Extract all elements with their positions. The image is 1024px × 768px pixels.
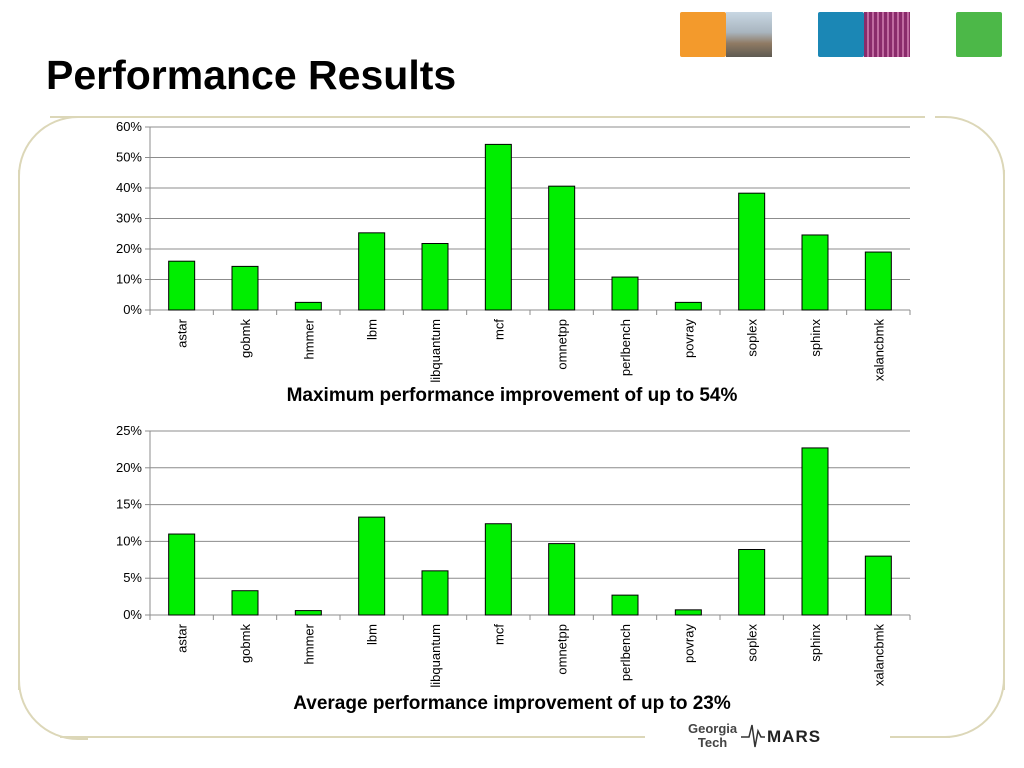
bar-perlbench [611,276,639,311]
bar-libquantum [421,243,449,311]
bar-xalancbmk [864,555,892,616]
y-tick-label: 25% [116,423,142,438]
y-tick-label: 20% [116,241,142,256]
circuit-photo-icon [864,12,910,57]
bar-hmmer [294,301,322,311]
frame-right-line [1003,170,1005,690]
x-tick-label-lbm: lbm [365,624,380,645]
green-square-icon [956,12,1002,57]
bar-libquantum [421,570,449,616]
x-tick-label-mcf: mcf [491,624,506,645]
orange-square-icon [680,12,726,57]
bar-omnetpp [548,543,576,616]
max-improvement-bar-chart: 0% 10% 20% 30% 40% 50% 60% astar gobmk hmmer lbm li… [116,119,911,383]
bar-astar [168,260,196,311]
x-tick-label-omnetpp: omnetpp [555,624,570,675]
x-tick-label-perlbench: perlbench [618,624,633,681]
x-tick-label-libquantum: libquantum [428,319,443,383]
bar-mcf [484,523,512,616]
y-tick-label: 20% [116,460,142,475]
x-tick-label-xalancbmk: xalancbmk [871,624,886,687]
y-tick-label: 5% [123,570,142,585]
x-tick-label-gobmk: gobmk [238,319,253,359]
y-tick-label: 0% [123,607,142,622]
bar-hmmer [294,610,322,616]
bar-xalancbmk [864,251,892,311]
bar-lbm [358,232,386,311]
logo-text-tech: Tech [697,735,728,750]
logo-text-georgia: Georgia [688,721,738,736]
frame-top-right-corner [935,116,1005,186]
bar-omnetpp [548,185,576,311]
x-tick-label-soplex: soplex [745,624,760,662]
bar-gobmk [231,590,259,616]
frame-bottom-line [60,736,645,738]
x-tick-label-perlbench: perlbench [618,319,633,376]
y-tick-label: 0% [123,302,142,317]
x-tick-label-sphinx: sphinx [808,624,823,662]
georgia-tech-mars-logo: Georgia Tech MARS [688,722,831,750]
mars-logo-icon: MARS [741,724,821,748]
frame-top-line [50,116,925,118]
y-tick-label: 50% [116,150,142,165]
y-tick-label: 30% [116,211,142,226]
x-tick-label-lbm: lbm [365,319,380,340]
bar-sphinx [801,234,829,311]
y-tick-label: 10% [116,272,142,287]
campus-photo-icon [726,12,772,57]
y-tick-label: 15% [116,497,142,512]
slide-title: Performance Results [46,52,457,98]
y-tick-label: 40% [116,180,142,195]
caption-avg-improvement: Average performance improvement of up to… [293,693,731,714]
x-tick-label-mcf: mcf [491,319,506,340]
y-tick-label: 60% [116,119,142,134]
x-tick-label-libquantum: libquantum [428,624,443,688]
x-tick-label-hmmer: hmmer [301,623,316,664]
x-tick-label-hmmer: hmmer [301,318,316,359]
frame-left-line [18,170,20,690]
caption-max-improvement: Maximum performance improvement of up to… [286,385,738,406]
x-tick-label-omnetpp: omnetpp [555,319,570,370]
blue-square-icon [818,12,864,57]
x-tick-label-astar: astar [175,318,190,348]
bar-astar [168,533,196,616]
bar-lbm [358,516,386,616]
x-tick-label-gobmk: gobmk [238,624,253,664]
x-tick-label-povray: povray [681,319,696,359]
x-tick-label-sphinx: sphinx [808,319,823,357]
bar-soplex [738,548,766,616]
frame-top-left-corner [18,116,88,186]
bar-povray [674,609,702,616]
avg-improvement-bar-chart: 0% 5% 10% 15% 20% 25% astar gobmk hmmer lbm libqua… [116,423,911,688]
bar-sphinx [801,447,829,616]
x-tick-label-xalancbmk: xalancbmk [871,319,886,382]
y-tick-label: 10% [116,533,142,548]
x-tick-label-povray: povray [681,624,696,664]
logo-mark-text: MARS [767,727,821,746]
frame-bottom-right-line [890,736,950,738]
bar-soplex [738,192,766,311]
x-tick-label-astar: astar [175,623,190,653]
bar-perlbench [611,594,639,616]
bar-povray [674,301,702,311]
bar-gobmk [231,265,259,311]
x-tick-label-soplex: soplex [745,319,760,357]
bar-mcf [484,143,512,311]
